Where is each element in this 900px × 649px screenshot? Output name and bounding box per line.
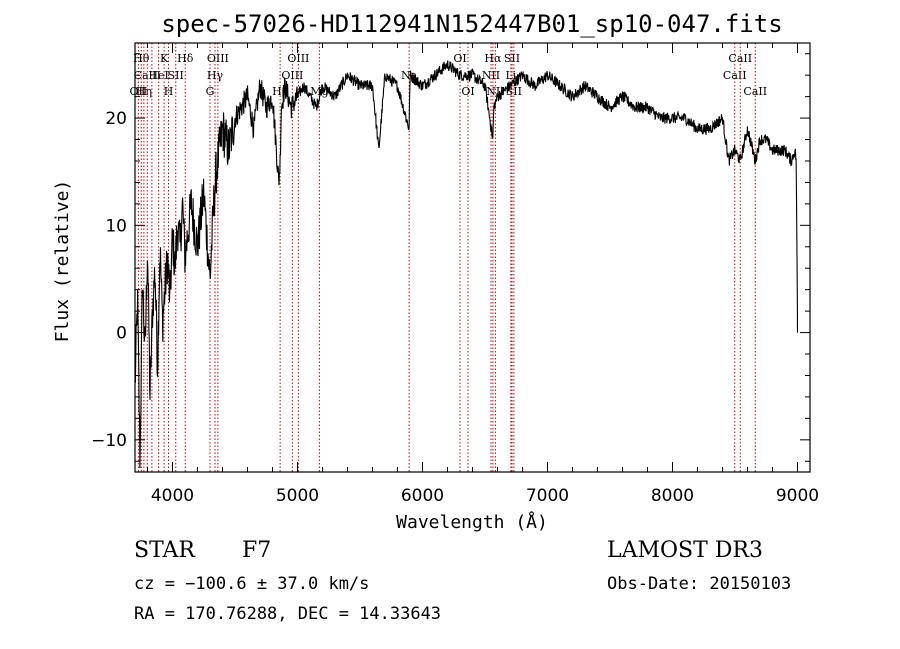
sky-coordinates: RA = 170.76288, DEC = 14.33643 <box>134 604 442 624</box>
x-axis-label: Wavelength (Å) <box>396 511 548 533</box>
y-tick-label: 20 <box>105 109 127 129</box>
x-tick-label: 7000 <box>526 486 569 506</box>
survey-name: LAMOST DR3 <box>607 538 763 563</box>
object-subclass: F7 <box>242 538 272 563</box>
spectral-line-label: SII <box>168 69 184 82</box>
spectral-line-label: CaII <box>723 69 747 82</box>
spectral-line-label: Hθ <box>133 52 150 65</box>
redshift-velocity: cz = −100.6 ± 37.0 km/s <box>134 574 370 594</box>
spectral-line-label: OIII <box>287 52 309 65</box>
object-class: STAR <box>134 538 195 563</box>
y-tick-label: −10 <box>91 431 127 451</box>
spectral-line-label: K <box>160 52 169 65</box>
y-tick-label: 0 <box>116 324 127 344</box>
spectral-line-label: OI <box>461 85 474 98</box>
spectral-line-label: CaII <box>743 85 767 98</box>
spectral-line-label: Hδ <box>177 52 194 65</box>
spectrum-line <box>134 60 799 469</box>
spectral-line-label: Mg <box>310 85 328 98</box>
y-axis-label: Flux (relative) <box>52 180 73 343</box>
x-tick-label: 4000 <box>151 486 194 506</box>
spectral-line-label: HeI <box>148 69 168 82</box>
spectral-line-label: H <box>164 85 174 98</box>
spectral-line-label: OI <box>453 52 466 65</box>
x-tick-label: 5000 <box>276 486 319 506</box>
spectral-line-label: G <box>206 85 215 98</box>
x-tick-label: 9000 <box>776 486 819 506</box>
y-tick-label: 10 <box>105 216 127 236</box>
spectral-line-label: Ca II <box>134 69 161 82</box>
spectral-line-label: CaII <box>728 52 752 65</box>
axis-ticks: 4000 5000 6000 7000 8000 9000 −10 0 10 20 <box>91 43 819 506</box>
x-tick-label: 8000 <box>651 486 694 506</box>
spectral-line-label: SII <box>504 52 520 65</box>
spectral-line-label: OIII <box>207 52 229 65</box>
spectral-line-label: Li <box>505 69 516 82</box>
spectral-line-label: Hα <box>484 52 502 65</box>
spectral-line-label: OII <box>130 85 148 98</box>
observation-date: Obs-Date: 20150103 <box>607 574 792 594</box>
chart-title: spec-57026-HD112941N152447B01_sp10-047.f… <box>161 10 782 38</box>
spectral-line-label: NII <box>482 69 500 82</box>
spectral-line-label: Hγ <box>207 69 224 82</box>
spectral-line-label: Hη <box>136 85 152 98</box>
x-tick-label: 6000 <box>401 486 444 506</box>
